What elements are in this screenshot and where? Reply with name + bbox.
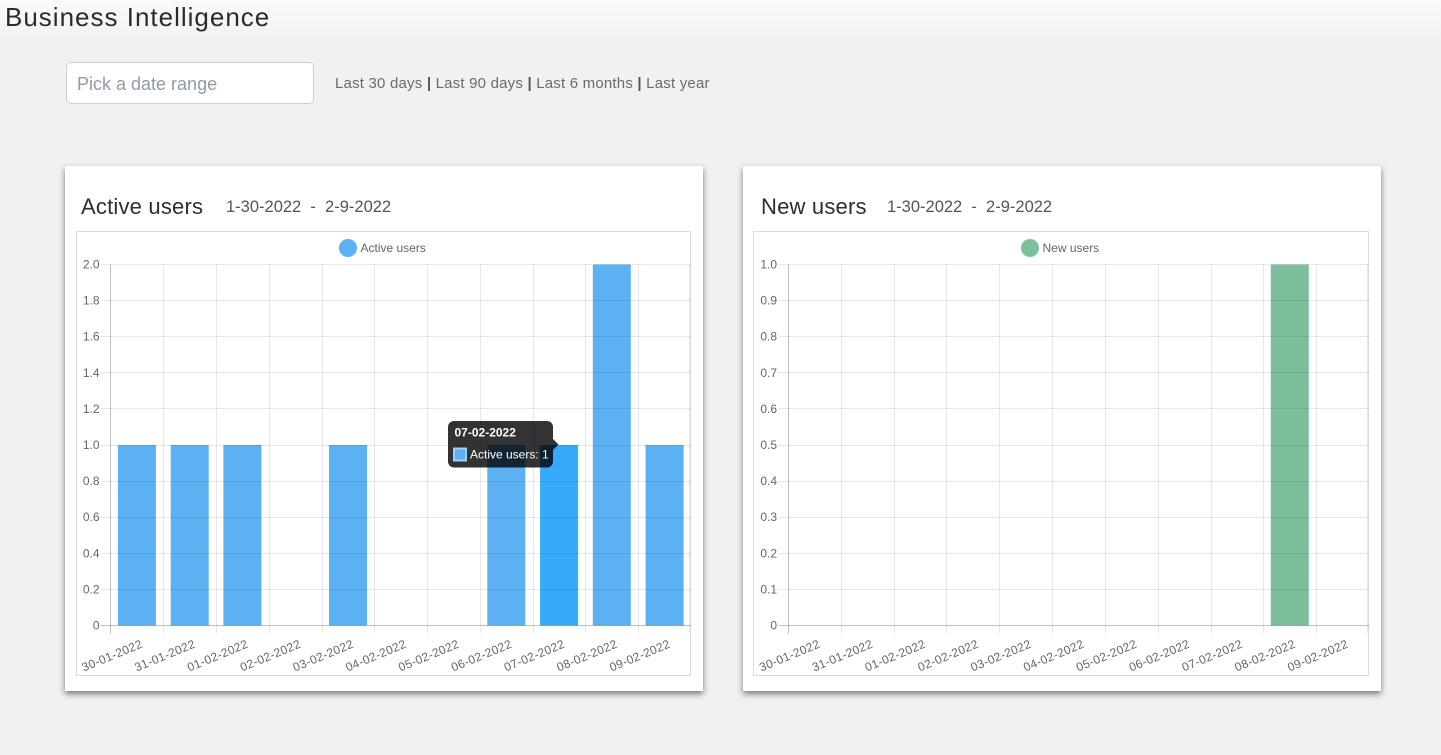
svg-text:0.1: 0.1 bbox=[760, 582, 777, 596]
svg-text:07-02-2022: 07-02-2022 bbox=[455, 426, 517, 440]
svg-text:0.7: 0.7 bbox=[760, 366, 777, 380]
svg-text:0.6: 0.6 bbox=[760, 402, 777, 416]
svg-text:0: 0 bbox=[770, 619, 777, 633]
svg-text:0.2: 0.2 bbox=[760, 546, 777, 560]
svg-text:0.9: 0.9 bbox=[760, 294, 777, 308]
svg-text:Active users: Active users bbox=[361, 241, 426, 255]
svg-text:0.5: 0.5 bbox=[760, 438, 777, 452]
svg-text:0.6: 0.6 bbox=[83, 510, 100, 524]
svg-text:0.8: 0.8 bbox=[760, 330, 777, 344]
svg-text:1.6: 1.6 bbox=[83, 330, 100, 344]
svg-text:1.4: 1.4 bbox=[83, 366, 100, 380]
svg-text:1.0: 1.0 bbox=[760, 258, 777, 272]
svg-text:2.0: 2.0 bbox=[83, 258, 100, 272]
svg-text:Active users: 1: Active users: 1 bbox=[470, 448, 549, 462]
svg-text:1.8: 1.8 bbox=[83, 294, 100, 308]
svg-text:1.0: 1.0 bbox=[83, 438, 100, 452]
svg-text:0.8: 0.8 bbox=[83, 474, 100, 488]
svg-text:0.3: 0.3 bbox=[760, 510, 777, 524]
svg-text:1.2: 1.2 bbox=[83, 402, 100, 416]
svg-text:New users: New users bbox=[1043, 241, 1100, 255]
svg-text:0.4: 0.4 bbox=[83, 546, 100, 560]
svg-text:0.4: 0.4 bbox=[760, 474, 777, 488]
svg-text:0.2: 0.2 bbox=[83, 582, 100, 596]
svg-text:0: 0 bbox=[93, 619, 100, 633]
